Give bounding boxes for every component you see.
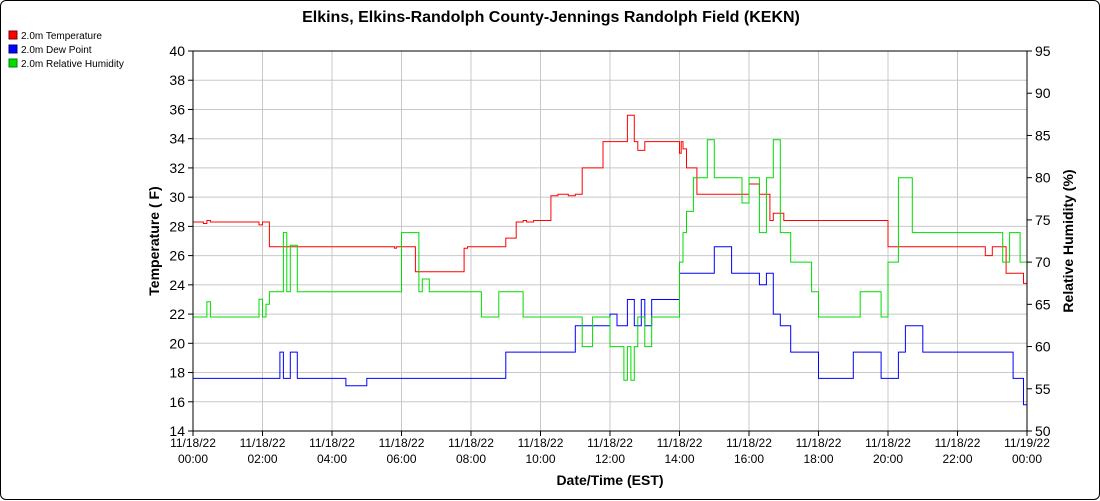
xtick-time-label: 06:00 <box>386 452 416 466</box>
xtick-time-label: 00:00 <box>178 452 208 466</box>
x-axis-ticks: 11/18/22 00:00 11/18/22 02:00 11/18/22 04:00 1… <box>170 431 1050 466</box>
legend-swatch-temperature <box>8 30 18 40</box>
legend-swatch-dew-point <box>8 44 18 54</box>
ytick-left-label: 30 <box>169 189 185 205</box>
xtick-time-label: 08:00 <box>456 452 486 466</box>
legend-item-relative-humidity: 2.0m Relative Humidity <box>8 58 124 70</box>
ytick-left-label: 14 <box>169 423 185 439</box>
legend-label-relative-humidity: 2.0m Relative Humidity <box>21 59 124 70</box>
ytick-left-label: 36 <box>169 101 185 117</box>
ytick-right-label: 70 <box>1035 254 1051 270</box>
xtick-date-label: 11/18/22 <box>796 436 842 450</box>
chart-title: Elkins, Elkins-Randolph County-Jennings … <box>302 9 800 26</box>
xtick-time-label: 12:00 <box>595 452 625 466</box>
ytick-left-label: 32 <box>169 160 185 176</box>
xtick-date-label: 11/18/22 <box>657 436 703 450</box>
xtick-date-label: 11/18/22 <box>935 436 981 450</box>
ytick-right-label: 80 <box>1035 170 1051 186</box>
ytick-right-label: 95 <box>1035 43 1051 59</box>
legend-item-dew-point: 2.0m Dew Point <box>8 44 92 56</box>
ytick-left-label: 40 <box>169 43 185 59</box>
left-axis-ticks: 14 16 18 20 22 24 26 28 30 32 34 36 38 40 <box>169 43 193 439</box>
xtick-date-label: 11/18/22 <box>170 436 216 450</box>
ytick-left-label: 22 <box>169 306 185 322</box>
xtick-time-label: 18:00 <box>803 452 833 466</box>
xtick-time-label: 22:00 <box>942 452 972 466</box>
xtick-date-label: 11/18/22 <box>309 436 355 450</box>
xtick-date-label: 11/18/22 <box>865 436 911 450</box>
xtick-time-label: 00:00 <box>1012 452 1042 466</box>
dew-point-line <box>193 246 1027 406</box>
ytick-left-label: 24 <box>169 277 185 293</box>
grid <box>192 50 1028 432</box>
xtick-time-label: 02:00 <box>247 452 277 466</box>
xtick-time-label: 04:00 <box>317 452 347 466</box>
ytick-right-label: 65 <box>1035 296 1051 312</box>
right-axis-ticks: 50 55 60 65 70 75 80 85 90 95 <box>1027 43 1051 439</box>
xtick-time-label: 14:00 <box>664 452 694 466</box>
ytick-right-label: 55 <box>1035 381 1051 397</box>
xtick-time-label: 16:00 <box>734 452 764 466</box>
x-axis-title: Date/Time (EST) <box>556 472 663 488</box>
ytick-left-label: 38 <box>169 72 185 88</box>
xtick-date-label: 11/18/22 <box>448 436 494 450</box>
y-axis-right-title: Relative Humidity (%) <box>1060 169 1076 312</box>
legend-label-dew-point: 2.0m Dew Point <box>21 45 92 56</box>
ytick-left-label: 20 <box>169 335 185 351</box>
xtick-date-label: 11/18/22 <box>587 436 633 450</box>
xtick-date-label: 11/18/22 <box>518 436 564 450</box>
legend: 2.0m Temperature 2.0m Dew Point 2.0m Rel… <box>8 30 124 70</box>
xtick-date-label: 11/18/22 <box>379 436 425 450</box>
y-axis-left-title: Temperature ( F) <box>146 186 162 295</box>
series-lines <box>193 114 1028 406</box>
xtick-date-label: 11/18/22 <box>240 436 286 450</box>
ytick-right-label: 85 <box>1035 127 1051 143</box>
ytick-right-label: 75 <box>1035 212 1051 228</box>
ytick-left-label: 16 <box>169 394 185 410</box>
xtick-date-label: 11/18/22 <box>726 436 772 450</box>
ytick-left-label: 28 <box>169 218 185 234</box>
xtick-time-label: 20:00 <box>873 452 903 466</box>
ytick-left-label: 34 <box>169 131 185 147</box>
legend-item-temperature: 2.0m Temperature <box>8 30 102 42</box>
legend-swatch-relative-humidity <box>8 58 18 68</box>
ytick-right-label: 90 <box>1035 85 1051 101</box>
xtick-time-label: 10:00 <box>525 452 555 466</box>
legend-label-temperature: 2.0m Temperature <box>21 31 102 42</box>
ytick-right-label: 60 <box>1035 339 1051 355</box>
xtick-date-label: 11/19/22 <box>1004 436 1050 450</box>
relative-humidity-line <box>193 139 1027 381</box>
ytick-left-label: 18 <box>169 365 185 381</box>
ytick-right-label: 50 <box>1035 423 1051 439</box>
temperature-line <box>193 114 1028 284</box>
ytick-left-label: 26 <box>169 248 185 264</box>
